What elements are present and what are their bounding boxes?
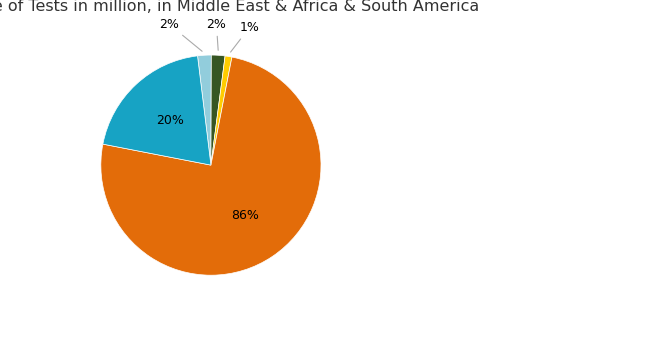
Text: 1%: 1% [230, 21, 260, 52]
Text: 86%: 86% [231, 209, 259, 222]
Text: 2%: 2% [206, 18, 227, 50]
Wedge shape [197, 55, 212, 165]
Text: 2%: 2% [159, 18, 202, 51]
Text: 20%: 20% [156, 114, 184, 127]
Wedge shape [211, 55, 225, 165]
Title: Volume of Tests in million, in Middle East & Africa & South America: Volume of Tests in million, in Middle Ea… [0, 0, 479, 14]
Wedge shape [101, 57, 321, 275]
Wedge shape [211, 56, 232, 165]
Wedge shape [103, 56, 211, 165]
